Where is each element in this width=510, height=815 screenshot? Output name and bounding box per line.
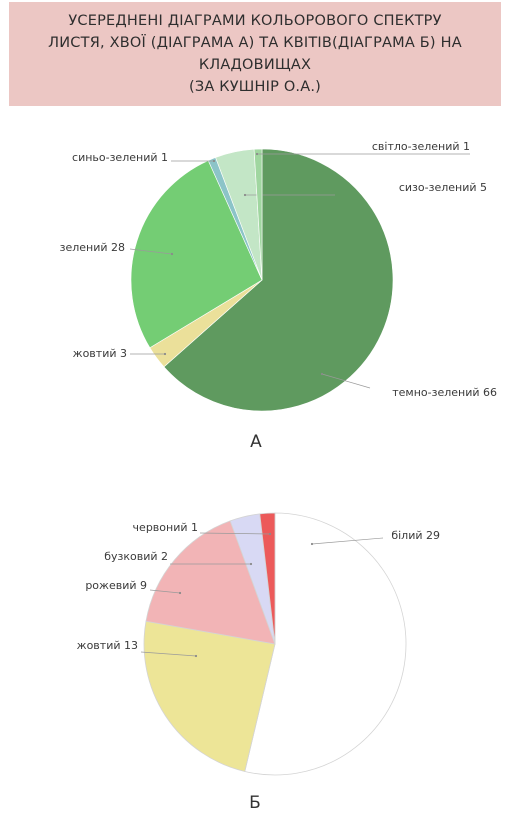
pie-a-slice-темно-зелений: [163, 148, 394, 412]
pie-b-slice-жовтий: [143, 620, 276, 772]
pie-b-leader-червоний: [199, 532, 271, 535]
pie-a-label-зелений: зелений 28: [60, 241, 125, 254]
title-line-4: (ЗА КУШНІР О.А.): [188, 79, 322, 95]
pie-a-leader-dot-зелений: [170, 252, 174, 256]
pie-a-leader-dot-сизо-зелений: [243, 193, 247, 197]
pie-a-slice-світло-зелений: [253, 148, 263, 281]
title-line-2: ЛИСТЯ, ХВОЇ (ДІАГРАМА А) ТА КВІТІВ(ДІАГР…: [48, 35, 462, 51]
pie-b-leader-рожевий: [149, 589, 181, 594]
pie-b-label-бузковий: бузковий 2: [104, 550, 168, 563]
pie-b-label-жовтий: жовтий 13: [77, 639, 138, 652]
pie-b-leader-dot-бузковий: [249, 562, 253, 566]
pie-a-leader-dot-жовтий: [163, 352, 167, 356]
pie-a-leader-dot-темно-зелений: [320, 372, 324, 376]
pie-b-slice-рожевий: [145, 520, 276, 645]
pie-b-leader-dot-білий: [310, 542, 314, 546]
pie-chart-b: білий 29 жовтий 13 рожевий 9 бузковий 2 черв…: [77, 512, 440, 813]
pie-a-leader-dot-світло-зелений: [255, 152, 259, 156]
pie-b-label-білий: білий 29: [391, 529, 440, 542]
title-line-1: УСЕРЕДНЕНІ ДІАГРАМИ КОЛЬОРОВОГО СПЕКТРУ: [68, 13, 442, 29]
pie-b-slice-білий: [244, 512, 407, 776]
pie-b-caption: Б: [249, 793, 261, 813]
pie-a-leader-зелений: [129, 248, 173, 255]
pie-b-slice-червоний: [259, 512, 276, 645]
pie-a-label-темно-зелений: темно-зелений 66: [392, 386, 497, 399]
pie-b-leader-dot-жовтий: [194, 654, 198, 658]
pie-b-label-червоний: червоний 1: [133, 521, 198, 534]
pie-a-leader-темно-зелений: [321, 373, 371, 389]
title-banner: УСЕРЕДНЕНІ ДІАГРАМИ КОЛЬОРОВОГО СПЕКТРУ …: [9, 2, 501, 106]
pie-a-caption: А: [250, 432, 262, 452]
pie-a-leader-dot-синьо-зелений: [212, 159, 216, 163]
pie-a-label-світло-зелений: світло-зелений 1: [372, 140, 470, 153]
pie-a-label-сизо-зелений: сизо-зелений 5: [399, 181, 487, 194]
pie-chart-a: темно-зелений 66 жовтий 3 зелений 28 синьо-…: [60, 140, 497, 452]
pie-b-leader-dot-червоний: [268, 532, 272, 536]
pie-b-label-рожевий: рожевий 9: [85, 579, 147, 592]
title-line-3: КЛАДОВИЩАХ: [198, 57, 312, 73]
pie-b-leader-білий: [311, 537, 384, 545]
pie-a-label-жовтий: жовтий 3: [73, 347, 127, 360]
pie-b-leader-жовтий: [140, 651, 197, 657]
pie-a-label-синьо-зелений: синьо-зелений 1: [72, 151, 168, 164]
pie-b-leader-dot-рожевий: [178, 591, 182, 595]
